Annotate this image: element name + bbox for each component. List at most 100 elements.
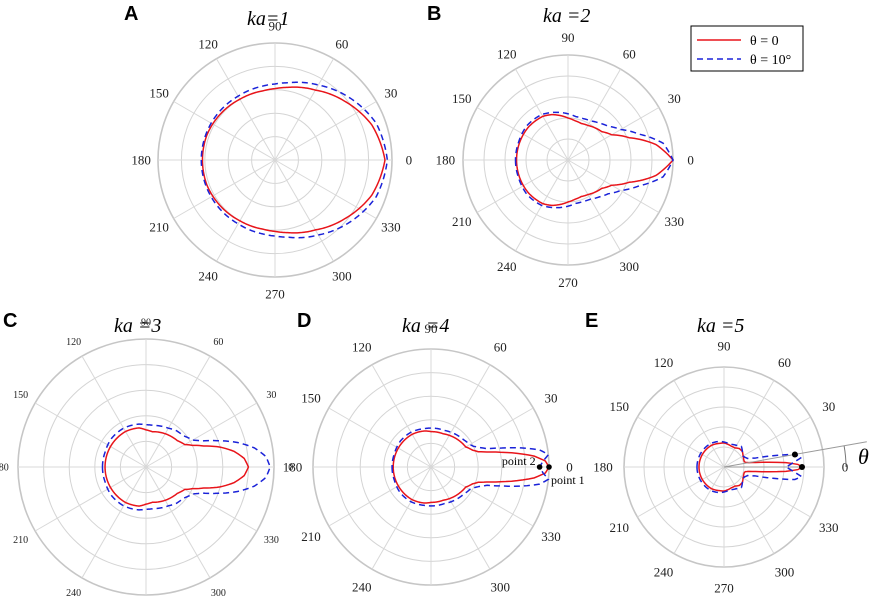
panel-letter: D [297, 310, 311, 332]
theta-tick-label: 270 [714, 581, 734, 596]
theta-tick-label: 0 [566, 460, 573, 475]
theta-tick-label: 150 [149, 86, 169, 101]
theta-tick-label: 330 [664, 214, 684, 229]
panel-letter: A [124, 3, 138, 25]
panel-title: ka =5 [697, 315, 744, 337]
point-2-marker [536, 464, 543, 470]
theta-tick-label: 180 [593, 460, 613, 475]
theta-tick-label: 150 [301, 390, 321, 405]
theta-tick-label: 180 [0, 463, 9, 474]
theta-symbol: θ [858, 444, 869, 469]
theta-tick-label: 0 [842, 460, 849, 475]
panel-e: 0 30 60 90 120 150 180 210 240 270 300 330 E ka =5 θ [585, 310, 869, 596]
marker-theta-10 [791, 451, 798, 458]
spoke-150 [637, 416, 725, 468]
spoke-240 [371, 466, 432, 570]
spoke-240 [673, 466, 725, 554]
theta-tick-label: 120 [497, 46, 517, 61]
theta-tick-label: 180 [131, 153, 151, 168]
theta-tick-label: 330 [264, 535, 279, 546]
theta-tick-label: 150 [13, 390, 28, 401]
theta-tick-label: 120 [352, 340, 372, 355]
marker-theta-0 [799, 464, 805, 470]
legend-label-series-2: θ = 10° [750, 53, 791, 68]
panel-title: ka=1 [247, 8, 289, 30]
theta-tick-label: 300 [491, 580, 511, 595]
theta-tick-label: 60 [213, 337, 223, 348]
theta-tick-label: 120 [654, 355, 674, 370]
spoke-60 [567, 68, 621, 161]
spoke-330 [567, 159, 660, 213]
panel-letter: C [3, 310, 17, 332]
spoke-330 [145, 466, 258, 532]
spoke-210 [637, 466, 725, 518]
panel-letter: E [585, 310, 598, 332]
spoke-30 [274, 101, 377, 161]
theta-tick-label: 120 [198, 37, 218, 52]
spoke-210 [173, 159, 276, 219]
theta-tick-label: 120 [66, 337, 81, 348]
series-line-2 [200, 81, 389, 239]
panel-b: 0 30 60 90 120 150 180 210 240 270 300 330 B ka =2 [427, 3, 694, 290]
theta-tick-label: 240 [497, 259, 517, 274]
theta-tick-label: 270 [558, 275, 578, 290]
theta-tick-label: 0 [406, 153, 413, 168]
theta-tick-label: 30 [545, 390, 558, 405]
theta-tick-label: 30 [668, 91, 681, 106]
spoke-150 [328, 407, 432, 468]
series-line-1 [201, 86, 386, 234]
theta-tick-label: 270 [265, 286, 285, 301]
theta-tick-label: 0 [288, 463, 293, 474]
theta-tick-label: 180 [283, 460, 303, 475]
legend: θ = 0 θ = 10° [690, 25, 804, 72]
theta-tick-label: 60 [494, 340, 507, 355]
spoke-300 [145, 466, 211, 579]
theta-tick-label: 300 [775, 564, 795, 579]
point-1-label: point 1 [551, 473, 585, 487]
spoke-60 [145, 355, 211, 468]
spoke-240 [81, 466, 147, 579]
spoke-210 [328, 466, 432, 527]
theta-tick-label: 180 [436, 153, 456, 168]
spoke-120 [216, 58, 276, 161]
theta-tick-label: 210 [149, 220, 169, 235]
theta-tick-label: 60 [623, 46, 636, 61]
theta-tick-label: 330 [819, 520, 839, 535]
theta-tick-label: 300 [332, 269, 352, 284]
series-line-2 [514, 111, 674, 209]
theta-tick-label: 30 [384, 86, 397, 101]
spoke-120 [515, 68, 569, 161]
theta-tick-label: 240 [654, 564, 674, 579]
panel-title: ka =2 [543, 5, 590, 27]
theta-tick-label: 30 [822, 399, 835, 414]
theta-tick-label: 0 [687, 153, 694, 168]
spoke-300 [274, 159, 334, 262]
spoke-120 [371, 364, 432, 468]
theta-tick-label: 270 [421, 598, 441, 601]
theta-tick-label: 90 [718, 339, 731, 354]
spoke-60 [430, 364, 491, 468]
spoke-60 [723, 380, 775, 468]
theta-tick-label: 300 [620, 259, 640, 274]
theta-arc [843, 445, 847, 468]
panel-title: ka =4 [402, 315, 449, 337]
spoke-300 [567, 159, 621, 252]
theta-tick-label: 210 [13, 535, 28, 546]
point-1-marker [546, 464, 552, 470]
theta-tick-label: 90 [269, 19, 282, 34]
theta-tick-label: 330 [381, 220, 401, 235]
spoke-30 [145, 402, 258, 468]
spoke-120 [673, 380, 725, 468]
spoke-210 [476, 159, 569, 213]
spoke-60 [274, 58, 334, 161]
spoke-30 [723, 416, 811, 468]
panel-title: ka =3 [114, 315, 161, 337]
panel-c: 0306090120150180210240270300330Cka =3 [0, 310, 293, 599]
theta-tick-label: 90 [562, 30, 575, 45]
spoke-240 [216, 159, 276, 262]
theta-tick-label: 150 [609, 399, 629, 414]
series-line-1 [104, 427, 250, 507]
spoke-330 [430, 466, 534, 527]
spoke-150 [34, 402, 147, 468]
